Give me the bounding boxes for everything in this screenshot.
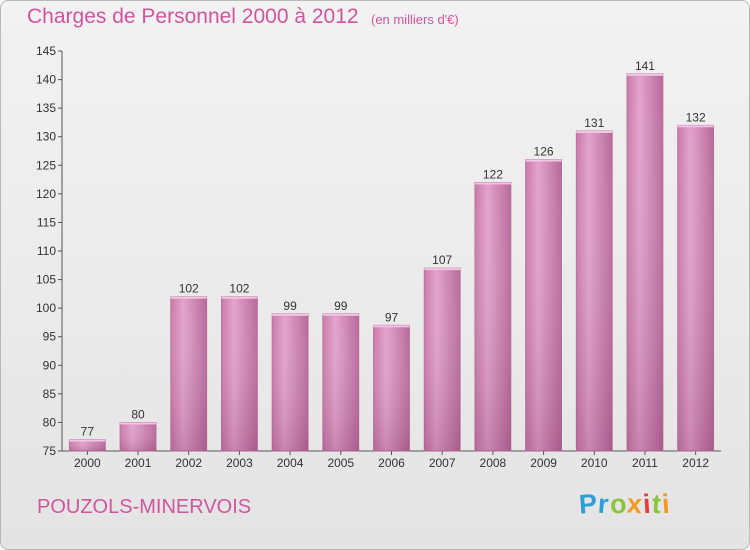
bar-top-2010	[576, 131, 613, 133]
x-tick-label: 2010	[581, 456, 608, 470]
y-tick-label: 115	[37, 215, 56, 229]
x-tick-label: 2011	[632, 456, 658, 470]
data-label-2011: 141	[635, 59, 655, 73]
data-label-2005: 99	[334, 299, 348, 313]
proxiti-logo: Proxiti	[577, 488, 672, 520]
data-label-2002: 102	[179, 282, 199, 296]
bar-shade-2010	[576, 131, 613, 451]
x-tick-label: 2009	[530, 456, 557, 470]
bar-shade-2000	[69, 439, 106, 451]
bar-shade-2002	[170, 296, 207, 451]
bar-shade-2003	[221, 296, 258, 451]
y-tick-label: 110	[37, 244, 56, 258]
logo-letter: i	[660, 488, 672, 520]
y-tick-label: 120	[36, 187, 56, 201]
x-tick-label: 2000	[74, 456, 101, 470]
x-tick-label: 2006	[378, 456, 405, 470]
y-tick-label: 85	[43, 387, 57, 401]
bar-top-2007	[424, 268, 461, 271]
y-tick-label: 95	[43, 330, 57, 344]
data-label-2006: 97	[385, 310, 399, 324]
y-tick-label: 135	[36, 101, 56, 115]
data-label-2012: 132	[686, 110, 706, 124]
data-label-2009: 126	[534, 145, 554, 159]
y-tick-label: 100	[36, 301, 56, 315]
bar-shade-2001	[120, 422, 157, 451]
data-label-2007: 107	[432, 253, 452, 267]
x-tick-label: 2007	[429, 456, 456, 470]
data-label-2003: 102	[229, 282, 249, 296]
x-tick-label: 2005	[327, 456, 354, 470]
x-tick-label: 2003	[226, 456, 253, 470]
bar-top-2005	[322, 313, 359, 316]
y-tick-label: 90	[43, 358, 57, 372]
y-tick-label: 140	[36, 73, 56, 87]
x-tick-label: 2001	[125, 456, 152, 470]
bar-shade-2005	[322, 313, 359, 451]
bar-shade-2004	[272, 313, 309, 451]
bar-shade-2012	[677, 125, 714, 452]
bars	[68, 73, 715, 452]
bar-top-2000	[69, 439, 106, 442]
y-tick-label: 75	[43, 444, 57, 458]
y-tick-label: 145	[36, 44, 56, 58]
chart-subtitle: (en milliers d'€)	[371, 12, 459, 27]
data-label-2000: 77	[81, 425, 95, 439]
bar-shade-2007	[424, 268, 461, 451]
logo-letter: P	[577, 488, 600, 520]
bar-top-2009	[525, 159, 562, 162]
x-tick-label: 2012	[682, 456, 709, 470]
data-label-2008: 122	[483, 167, 503, 181]
bar-top-2006	[373, 325, 410, 328]
bar-top-2012	[677, 125, 714, 128]
x-tick-label: 2004	[277, 456, 304, 470]
data-labels: 77 80 102 102 99 99 97 107 122 126 131 141 132	[81, 59, 706, 439]
bar-top-2008	[474, 182, 511, 185]
commune-name: POUZOLS-MINERVOIS	[37, 496, 252, 518]
chart-title: Charges de Personnel 2000 à 2012	[27, 5, 359, 28]
y-tick-label: 125	[36, 158, 56, 172]
bar-shade-2009	[525, 159, 562, 452]
y-tick-label: 130	[36, 130, 56, 144]
data-label-2004: 99	[283, 299, 297, 313]
data-label-2001: 80	[131, 407, 145, 421]
bar-top-2003	[221, 296, 258, 299]
bar-top-2001	[120, 422, 157, 425]
y-tick-label: 105	[36, 273, 56, 287]
bar-shade-2008	[474, 182, 511, 451]
bar-top-2002	[170, 296, 207, 299]
bar-shade-2011	[626, 73, 663, 451]
data-label-2010: 131	[584, 116, 604, 130]
bar-top-2011	[626, 73, 663, 76]
y-tick-label: 80	[43, 415, 57, 429]
bar-shade-2006	[373, 325, 410, 451]
bar-top-2004	[272, 313, 309, 316]
x-tick-label: 2002	[175, 456, 202, 470]
x-tick-label: 2008	[480, 456, 507, 470]
